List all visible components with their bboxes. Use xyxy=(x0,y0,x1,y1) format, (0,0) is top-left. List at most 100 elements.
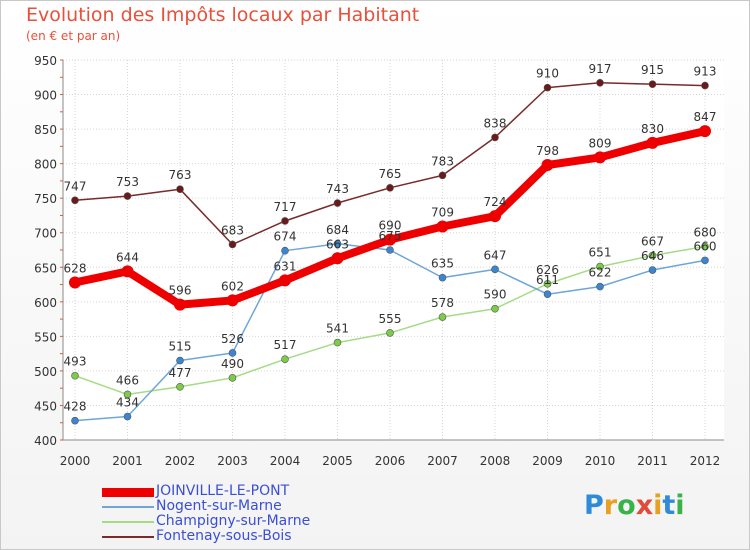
x-tick-label: 2003 xyxy=(217,454,248,468)
data-point xyxy=(438,171,447,180)
data-label: 809 xyxy=(589,136,612,150)
data-label: 628 xyxy=(64,261,87,275)
data-point xyxy=(331,252,344,265)
y-tick-label: 700 xyxy=(34,227,57,241)
data-label: 743 xyxy=(326,182,349,196)
data-point xyxy=(123,412,132,421)
data-label: 428 xyxy=(64,400,87,414)
data-label: 680 xyxy=(694,226,717,240)
data-label: 647 xyxy=(484,248,507,262)
data-point xyxy=(436,220,449,233)
data-point xyxy=(226,294,239,307)
data-point xyxy=(176,382,184,391)
data-point xyxy=(121,265,134,278)
legend-item-champigny: Champigny-sur-Marne xyxy=(102,513,382,531)
data-point xyxy=(123,390,132,399)
data-label: 724 xyxy=(484,195,507,209)
data-point xyxy=(71,196,79,205)
data-label: 631 xyxy=(274,259,297,273)
data-point xyxy=(438,313,447,321)
data-label: 526 xyxy=(221,332,244,346)
data-point xyxy=(491,304,499,313)
legend-label-nogent: Nogent-sur-Marne xyxy=(156,498,282,514)
data-label: 684 xyxy=(326,223,349,237)
legend-label-joinville: JOINVILLE-LE-PONT xyxy=(156,483,290,499)
legend-swatch-nogent xyxy=(102,506,154,508)
data-point xyxy=(281,355,289,363)
data-point xyxy=(491,133,499,142)
x-tick-label: 2007 xyxy=(427,454,458,468)
logo-letter: x xyxy=(635,490,654,521)
data-label: 515 xyxy=(169,340,192,354)
data-point xyxy=(438,273,447,282)
x-tick-label: 2008 xyxy=(480,454,511,468)
x-tick-label: 2006 xyxy=(375,454,406,468)
data-point xyxy=(648,80,657,88)
logo-letter: t xyxy=(662,490,676,521)
legend-item-fontenay: Fontenay-sous-Bois xyxy=(102,528,382,546)
y-tick-label: 400 xyxy=(34,434,57,448)
data-point xyxy=(701,256,709,265)
x-tick-label: 2002 xyxy=(165,454,196,468)
data-label: 517 xyxy=(274,338,297,352)
data-point xyxy=(228,374,237,382)
y-tick-label: 800 xyxy=(34,158,57,172)
data-point xyxy=(279,274,291,287)
legend-item-joinville: JOINVILLE-LE-PONT xyxy=(102,483,382,501)
proxiti-logo: Proxiti xyxy=(584,490,685,521)
logo-letter: i xyxy=(675,490,685,521)
data-label: 635 xyxy=(431,257,454,271)
data-label: 477 xyxy=(169,366,192,380)
data-point xyxy=(386,329,394,337)
data-point xyxy=(596,282,604,291)
legend-swatch-champigny xyxy=(102,521,154,523)
x-tick-label: 2010 xyxy=(585,454,616,468)
data-label: 555 xyxy=(379,312,402,326)
data-point xyxy=(596,262,604,271)
chart-subtitle: (en € et par an) xyxy=(26,29,121,43)
data-point xyxy=(489,210,501,223)
data-point xyxy=(333,239,342,248)
data-label: 765 xyxy=(379,167,402,181)
data-point xyxy=(281,246,289,255)
data-label: 663 xyxy=(326,237,349,251)
data-point xyxy=(699,125,711,138)
data-label: 674 xyxy=(274,230,297,244)
y-tick-label: 950 xyxy=(34,54,57,68)
data-label: 590 xyxy=(484,288,507,302)
data-point xyxy=(543,83,552,92)
y-tick-label: 900 xyxy=(34,89,57,103)
data-label: 660 xyxy=(694,239,717,253)
data-point xyxy=(228,240,237,249)
x-tick-label: 2012 xyxy=(690,454,721,468)
data-label: 683 xyxy=(221,223,244,237)
data-label: 798 xyxy=(536,144,559,158)
data-point xyxy=(281,217,289,225)
data-label: 651 xyxy=(589,246,612,260)
data-label: 644 xyxy=(116,250,139,264)
data-label: 747 xyxy=(64,179,87,193)
data-label: 578 xyxy=(431,296,454,310)
logo-letter: o xyxy=(617,490,636,521)
data-point xyxy=(386,246,394,254)
data-label: 541 xyxy=(326,322,349,336)
data-point xyxy=(71,416,79,425)
data-label: 830 xyxy=(641,122,664,136)
data-point xyxy=(176,185,184,193)
data-label: 690 xyxy=(379,219,402,233)
data-point xyxy=(333,199,342,207)
data-label: 493 xyxy=(64,355,87,369)
logo-letter: i xyxy=(653,490,663,521)
chart-title: Evolution des Impôts locaux par Habitant xyxy=(26,4,420,26)
data-label: 596 xyxy=(169,284,192,298)
data-label: 611 xyxy=(536,273,559,287)
data-point xyxy=(543,290,552,299)
data-label: 763 xyxy=(169,168,192,182)
data-point xyxy=(176,356,184,365)
legend-swatch-joinville xyxy=(102,488,154,497)
data-point xyxy=(596,79,604,87)
data-point xyxy=(123,192,132,200)
data-point xyxy=(174,298,186,311)
logo-letter: r xyxy=(603,490,618,521)
y-tick-label: 500 xyxy=(34,365,57,379)
